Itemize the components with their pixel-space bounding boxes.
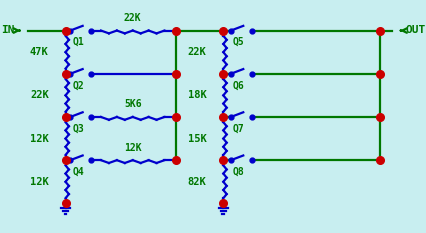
- Text: Q8: Q8: [232, 167, 244, 177]
- Text: 5K6: 5K6: [124, 99, 141, 110]
- Text: IN: IN: [1, 25, 15, 35]
- Text: Q4: Q4: [72, 167, 83, 177]
- Text: Q6: Q6: [232, 80, 244, 90]
- Text: 12K: 12K: [30, 177, 49, 187]
- Text: 47K: 47K: [30, 47, 49, 57]
- Text: Q2: Q2: [72, 80, 83, 90]
- Text: 15K: 15K: [187, 134, 206, 144]
- Text: 82K: 82K: [187, 177, 206, 187]
- Text: 12K: 12K: [30, 134, 49, 144]
- Text: 22K: 22K: [30, 90, 49, 100]
- Text: Q5: Q5: [232, 37, 244, 47]
- Text: Q7: Q7: [232, 123, 244, 134]
- Text: 22K: 22K: [187, 47, 206, 57]
- Text: Q3: Q3: [72, 123, 83, 134]
- Text: 18K: 18K: [187, 90, 206, 100]
- Text: 12K: 12K: [124, 143, 141, 153]
- Text: 22K: 22K: [124, 13, 141, 23]
- Text: OUT: OUT: [405, 25, 425, 35]
- Text: Q1: Q1: [72, 37, 83, 47]
